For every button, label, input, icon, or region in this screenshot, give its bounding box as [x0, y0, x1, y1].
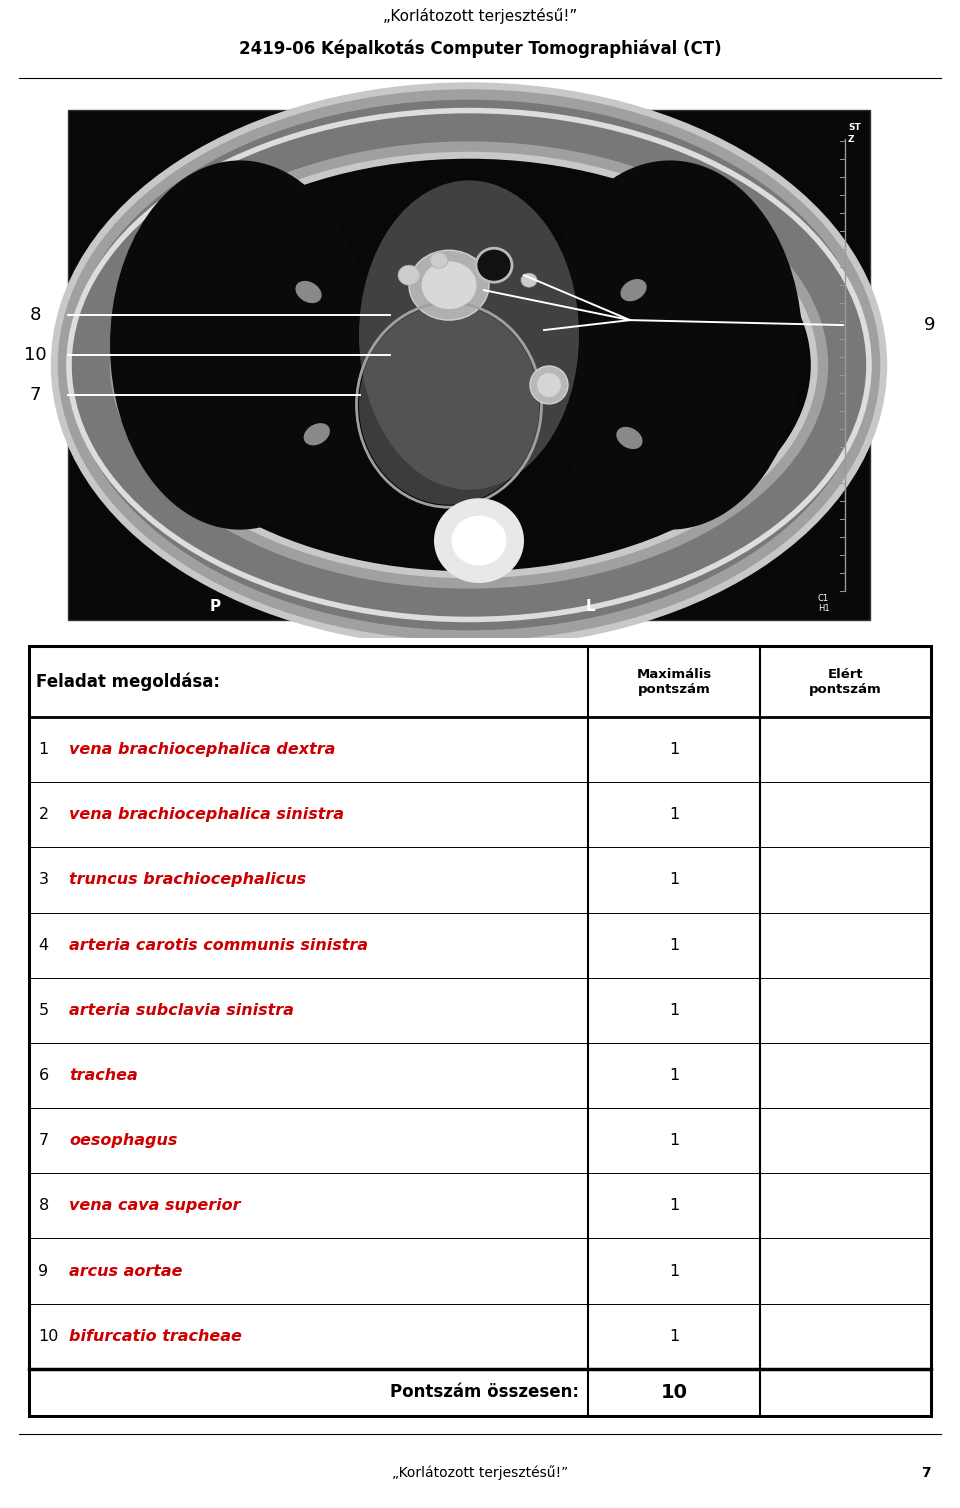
Text: C1: C1 — [818, 594, 829, 603]
Text: „Korlátozott terjesztésű!”: „Korlátozott terjesztésű!” — [392, 1466, 568, 1479]
Text: 1: 1 — [669, 742, 679, 757]
Text: L: L — [586, 599, 595, 614]
Text: 10: 10 — [24, 345, 46, 363]
Text: 6: 6 — [38, 1068, 49, 1083]
Text: 1: 1 — [669, 1133, 679, 1148]
Text: vena brachiocephalica dextra: vena brachiocephalica dextra — [69, 742, 335, 757]
Text: 8: 8 — [38, 1199, 49, 1214]
Text: 10: 10 — [660, 1383, 687, 1402]
Text: trachea: trachea — [69, 1068, 138, 1083]
Ellipse shape — [620, 279, 647, 302]
Text: 1: 1 — [669, 1199, 679, 1214]
Text: 9: 9 — [924, 317, 936, 335]
Text: 9: 9 — [38, 1264, 49, 1279]
Ellipse shape — [296, 280, 322, 303]
Text: 1: 1 — [669, 807, 679, 822]
Bar — [68, 110, 870, 620]
Text: arteria subclavia sinistra: arteria subclavia sinistra — [69, 1003, 294, 1018]
Ellipse shape — [434, 498, 524, 584]
Text: 10: 10 — [38, 1329, 59, 1344]
Text: 5: 5 — [38, 1003, 49, 1018]
Text: 3: 3 — [38, 873, 48, 887]
Text: truncus brachiocephalicus: truncus brachiocephalicus — [69, 873, 306, 887]
Ellipse shape — [409, 250, 489, 320]
Ellipse shape — [538, 160, 803, 529]
Text: 4: 4 — [38, 938, 49, 953]
Text: Pontszám összesen:: Pontszám összesen: — [390, 1383, 579, 1401]
Text: 2: 2 — [38, 807, 49, 822]
Text: 7: 7 — [922, 1466, 931, 1479]
Text: arteria carotis communis sinistra: arteria carotis communis sinistra — [69, 938, 368, 953]
Ellipse shape — [359, 305, 539, 505]
Text: ST: ST — [848, 124, 861, 133]
Ellipse shape — [451, 516, 507, 566]
Text: oesophagus: oesophagus — [69, 1133, 178, 1148]
Text: „Korlátozott terjesztésű!”: „Korlátozott terjesztésű!” — [383, 8, 577, 24]
Text: Z: Z — [848, 136, 854, 143]
Text: 1: 1 — [669, 1264, 679, 1279]
Text: 1: 1 — [669, 938, 679, 953]
Text: P: P — [209, 599, 221, 614]
Ellipse shape — [537, 372, 561, 397]
Text: 7: 7 — [38, 1133, 49, 1148]
Text: Maximális
pontszám: Maximális pontszám — [636, 668, 711, 695]
Text: 1: 1 — [669, 873, 679, 887]
Ellipse shape — [303, 424, 330, 445]
Text: 7: 7 — [29, 386, 40, 404]
Ellipse shape — [521, 273, 537, 287]
Text: 1: 1 — [669, 1003, 679, 1018]
Ellipse shape — [359, 181, 579, 490]
Text: Elért
pontszám: Elért pontszám — [809, 668, 882, 695]
Ellipse shape — [530, 366, 568, 404]
Text: 2419-06 Képalkotás Computer Tomographiával (CT): 2419-06 Képalkotás Computer Tomographiáv… — [239, 39, 721, 59]
Ellipse shape — [398, 265, 420, 285]
Text: arcus aortae: arcus aortae — [69, 1264, 182, 1279]
Text: 1: 1 — [669, 1068, 679, 1083]
Text: 1: 1 — [669, 1329, 679, 1344]
Ellipse shape — [421, 261, 476, 309]
Text: bifurcatio tracheae: bifurcatio tracheae — [69, 1329, 242, 1344]
Ellipse shape — [616, 427, 642, 449]
Ellipse shape — [476, 249, 512, 282]
Text: 1: 1 — [38, 742, 49, 757]
Ellipse shape — [430, 252, 448, 268]
Text: H1: H1 — [818, 605, 829, 612]
Ellipse shape — [110, 160, 370, 529]
Text: vena cava superior: vena cava superior — [69, 1199, 241, 1214]
Text: Feladat megoldása:: Feladat megoldása: — [36, 673, 221, 691]
Text: vena brachiocephalica sinistra: vena brachiocephalica sinistra — [69, 807, 344, 822]
Text: 8: 8 — [30, 306, 40, 324]
